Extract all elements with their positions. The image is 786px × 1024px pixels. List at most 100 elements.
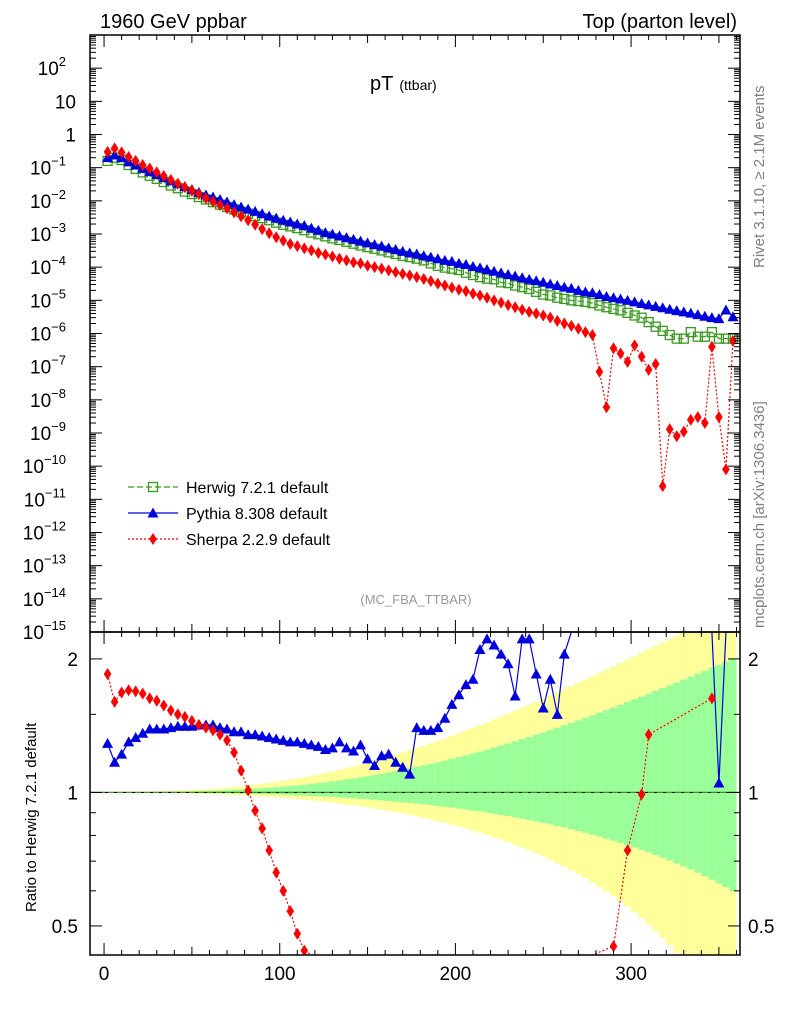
band-green: [469, 753, 477, 811]
ratio-point-pythia: [439, 712, 451, 723]
ratio-ytick-label-right: 2: [748, 650, 759, 671]
ratio-point-pythia: [270, 733, 282, 744]
point-sherpa: [412, 271, 421, 284]
point-sherpa: [665, 423, 674, 436]
point-herwig: [615, 305, 626, 316]
point-sherpa: [687, 413, 695, 426]
ratio-point-sherpa: [152, 694, 161, 707]
point-sherpa: [103, 145, 112, 158]
band-green: [223, 790, 231, 794]
point-sherpa: [504, 299, 512, 312]
point-pythia: [706, 312, 718, 323]
point-sherpa: [623, 355, 632, 368]
band-green: [321, 782, 329, 797]
point-sherpa: [525, 305, 533, 318]
point-sherpa: [469, 287, 477, 300]
ytick-label-exp: −12: [44, 519, 66, 534]
point-sherpa: [167, 173, 175, 186]
ratio-point-pythia: [474, 644, 486, 655]
band-green: [567, 722, 575, 830]
band-green: [307, 783, 315, 796]
point-sherpa: [497, 296, 505, 309]
point-sherpa: [342, 254, 351, 267]
point-sherpa: [609, 342, 618, 355]
ytick-label: 10−14: [23, 585, 66, 611]
ratio-point-sherpa: [174, 708, 182, 721]
ratio-point-pythia: [369, 760, 381, 771]
point-sherpa: [265, 227, 273, 240]
point-pythia: [593, 288, 605, 299]
point-sherpa: [405, 269, 414, 282]
ratio-ytick-label: 0.5: [52, 917, 78, 938]
point-pythia: [333, 230, 345, 241]
point-pythia: [495, 267, 507, 278]
legend-label-herwig: Herwig 7.2.1 default: [186, 480, 329, 497]
point-herwig: [608, 303, 619, 315]
ratio-ytick-label-right: 0.5: [748, 917, 774, 938]
point-sherpa: [490, 294, 498, 307]
point-pythia: [284, 216, 296, 227]
ratio-point-pythia: [228, 726, 240, 737]
ytick-label: 10−9: [30, 419, 66, 445]
ytick-label: 10−4: [30, 253, 66, 279]
point-pythia: [643, 299, 655, 310]
point-sherpa: [174, 177, 182, 190]
point-herwig: [573, 295, 584, 307]
ytick-label-base: 10: [30, 391, 51, 412]
ratio-point-sherpa: [223, 734, 231, 747]
point-sherpa: [391, 266, 400, 279]
point-sherpa: [181, 181, 189, 194]
point-herwig: [474, 272, 486, 283]
ratio-point-pythia: [102, 737, 114, 748]
point-pythia: [572, 284, 584, 295]
ratio-point-pythia: [467, 673, 479, 684]
band-green: [364, 776, 372, 800]
point-pythia: [657, 302, 669, 313]
band-green: [286, 786, 294, 796]
xtick-label: 200: [440, 964, 472, 985]
band-green: [539, 732, 547, 823]
point-pythia: [425, 251, 437, 262]
ratio-point-sherpa: [117, 686, 126, 699]
ytick-label-base: 10: [30, 192, 51, 213]
ratio-point-pythia: [446, 698, 458, 709]
ratio-point-pythia: [179, 720, 191, 731]
ytick-label-exp: −7: [51, 353, 66, 368]
ytick-label: 10−12: [23, 519, 66, 545]
band-green: [694, 673, 702, 873]
point-herwig: [594, 300, 605, 311]
point-pythia: [326, 228, 338, 239]
ratio-point-sherpa: [216, 728, 224, 741]
ratio-point-pythia: [137, 727, 149, 738]
ratio-point-sherpa: [131, 685, 140, 698]
point-sherpa: [560, 317, 569, 330]
ytick-label: 10−10: [23, 452, 66, 478]
legend-marker-sherpa: [149, 533, 157, 545]
ratio-point-pythia: [495, 648, 507, 659]
point-pythia: [481, 264, 493, 275]
legend-label-pythia: Pythia 8.308 default: [186, 506, 328, 523]
point-pythia: [305, 222, 317, 233]
ratio-point-sherpa: [265, 844, 273, 857]
point-sherpa: [314, 246, 323, 259]
ratio-point-sherpa: [230, 746, 238, 759]
point-herwig: [481, 273, 493, 284]
band-green: [504, 743, 512, 817]
point-pythia: [565, 282, 577, 293]
point-sherpa: [251, 218, 259, 231]
point-sherpa: [244, 214, 252, 227]
ratio-point-pythia: [263, 732, 275, 743]
ytick-label-base: 10: [23, 524, 44, 545]
point-sherpa: [483, 291, 491, 304]
point-pythia: [270, 212, 282, 223]
ratio-point-pythia: [418, 724, 430, 735]
point-sherpa: [679, 425, 688, 438]
ratio-point-sherpa: [209, 724, 217, 737]
ratio-uncertainty-bands: [104, 632, 737, 955]
point-herwig: [509, 280, 521, 291]
ratio-point-sherpa: [181, 710, 189, 723]
legend-label-sherpa: Sherpa 2.2.9 default: [186, 532, 331, 549]
point-herwig: [601, 302, 612, 313]
ytick-label-base: 10: [30, 424, 51, 445]
ytick-label: 102: [38, 54, 66, 80]
